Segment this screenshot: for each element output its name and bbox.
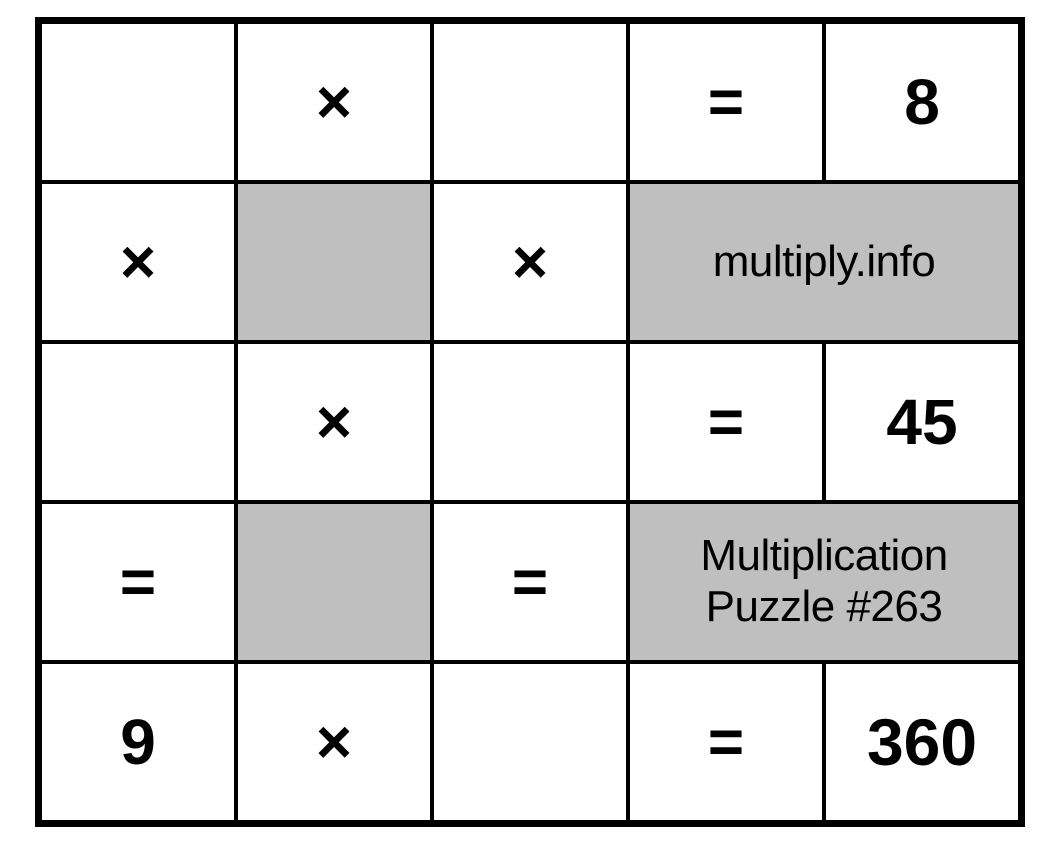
cell-r4c2-input[interactable] bbox=[432, 662, 628, 822]
multiplication-puzzle-grid: × = 8 × × multiply.info × = 45 = = Multi… bbox=[35, 17, 1025, 827]
cell-r2c1-multiply: × bbox=[236, 342, 432, 502]
cell-r1c2-multiply: × bbox=[432, 182, 628, 342]
cell-r3c0-equals: = bbox=[40, 502, 236, 662]
site-label: multiply.info bbox=[628, 182, 1020, 342]
cell-r2c3-equals: = bbox=[628, 342, 824, 502]
cell-r0c1-multiply: × bbox=[236, 22, 432, 182]
cell-r2c2-input[interactable] bbox=[432, 342, 628, 502]
cell-r4c0-value: 9 bbox=[40, 662, 236, 822]
cell-r3c1-blank bbox=[236, 502, 432, 662]
cell-r2c0-input[interactable] bbox=[40, 342, 236, 502]
cell-r0c0-input[interactable] bbox=[40, 22, 236, 182]
cell-r4c4-result: 360 bbox=[824, 662, 1020, 822]
puzzle-number-label: MultiplicationPuzzle #263 bbox=[628, 502, 1020, 662]
cell-r1c1-blank bbox=[236, 182, 432, 342]
cell-r4c3-equals: = bbox=[628, 662, 824, 822]
cell-r1c0-multiply: × bbox=[40, 182, 236, 342]
cell-r3c2-equals: = bbox=[432, 502, 628, 662]
cell-r0c3-equals: = bbox=[628, 22, 824, 182]
cell-r0c2-input[interactable] bbox=[432, 22, 628, 182]
cell-r2c4-result: 45 bbox=[824, 342, 1020, 502]
cell-r0c4-result: 8 bbox=[824, 22, 1020, 182]
cell-r4c1-multiply: × bbox=[236, 662, 432, 822]
